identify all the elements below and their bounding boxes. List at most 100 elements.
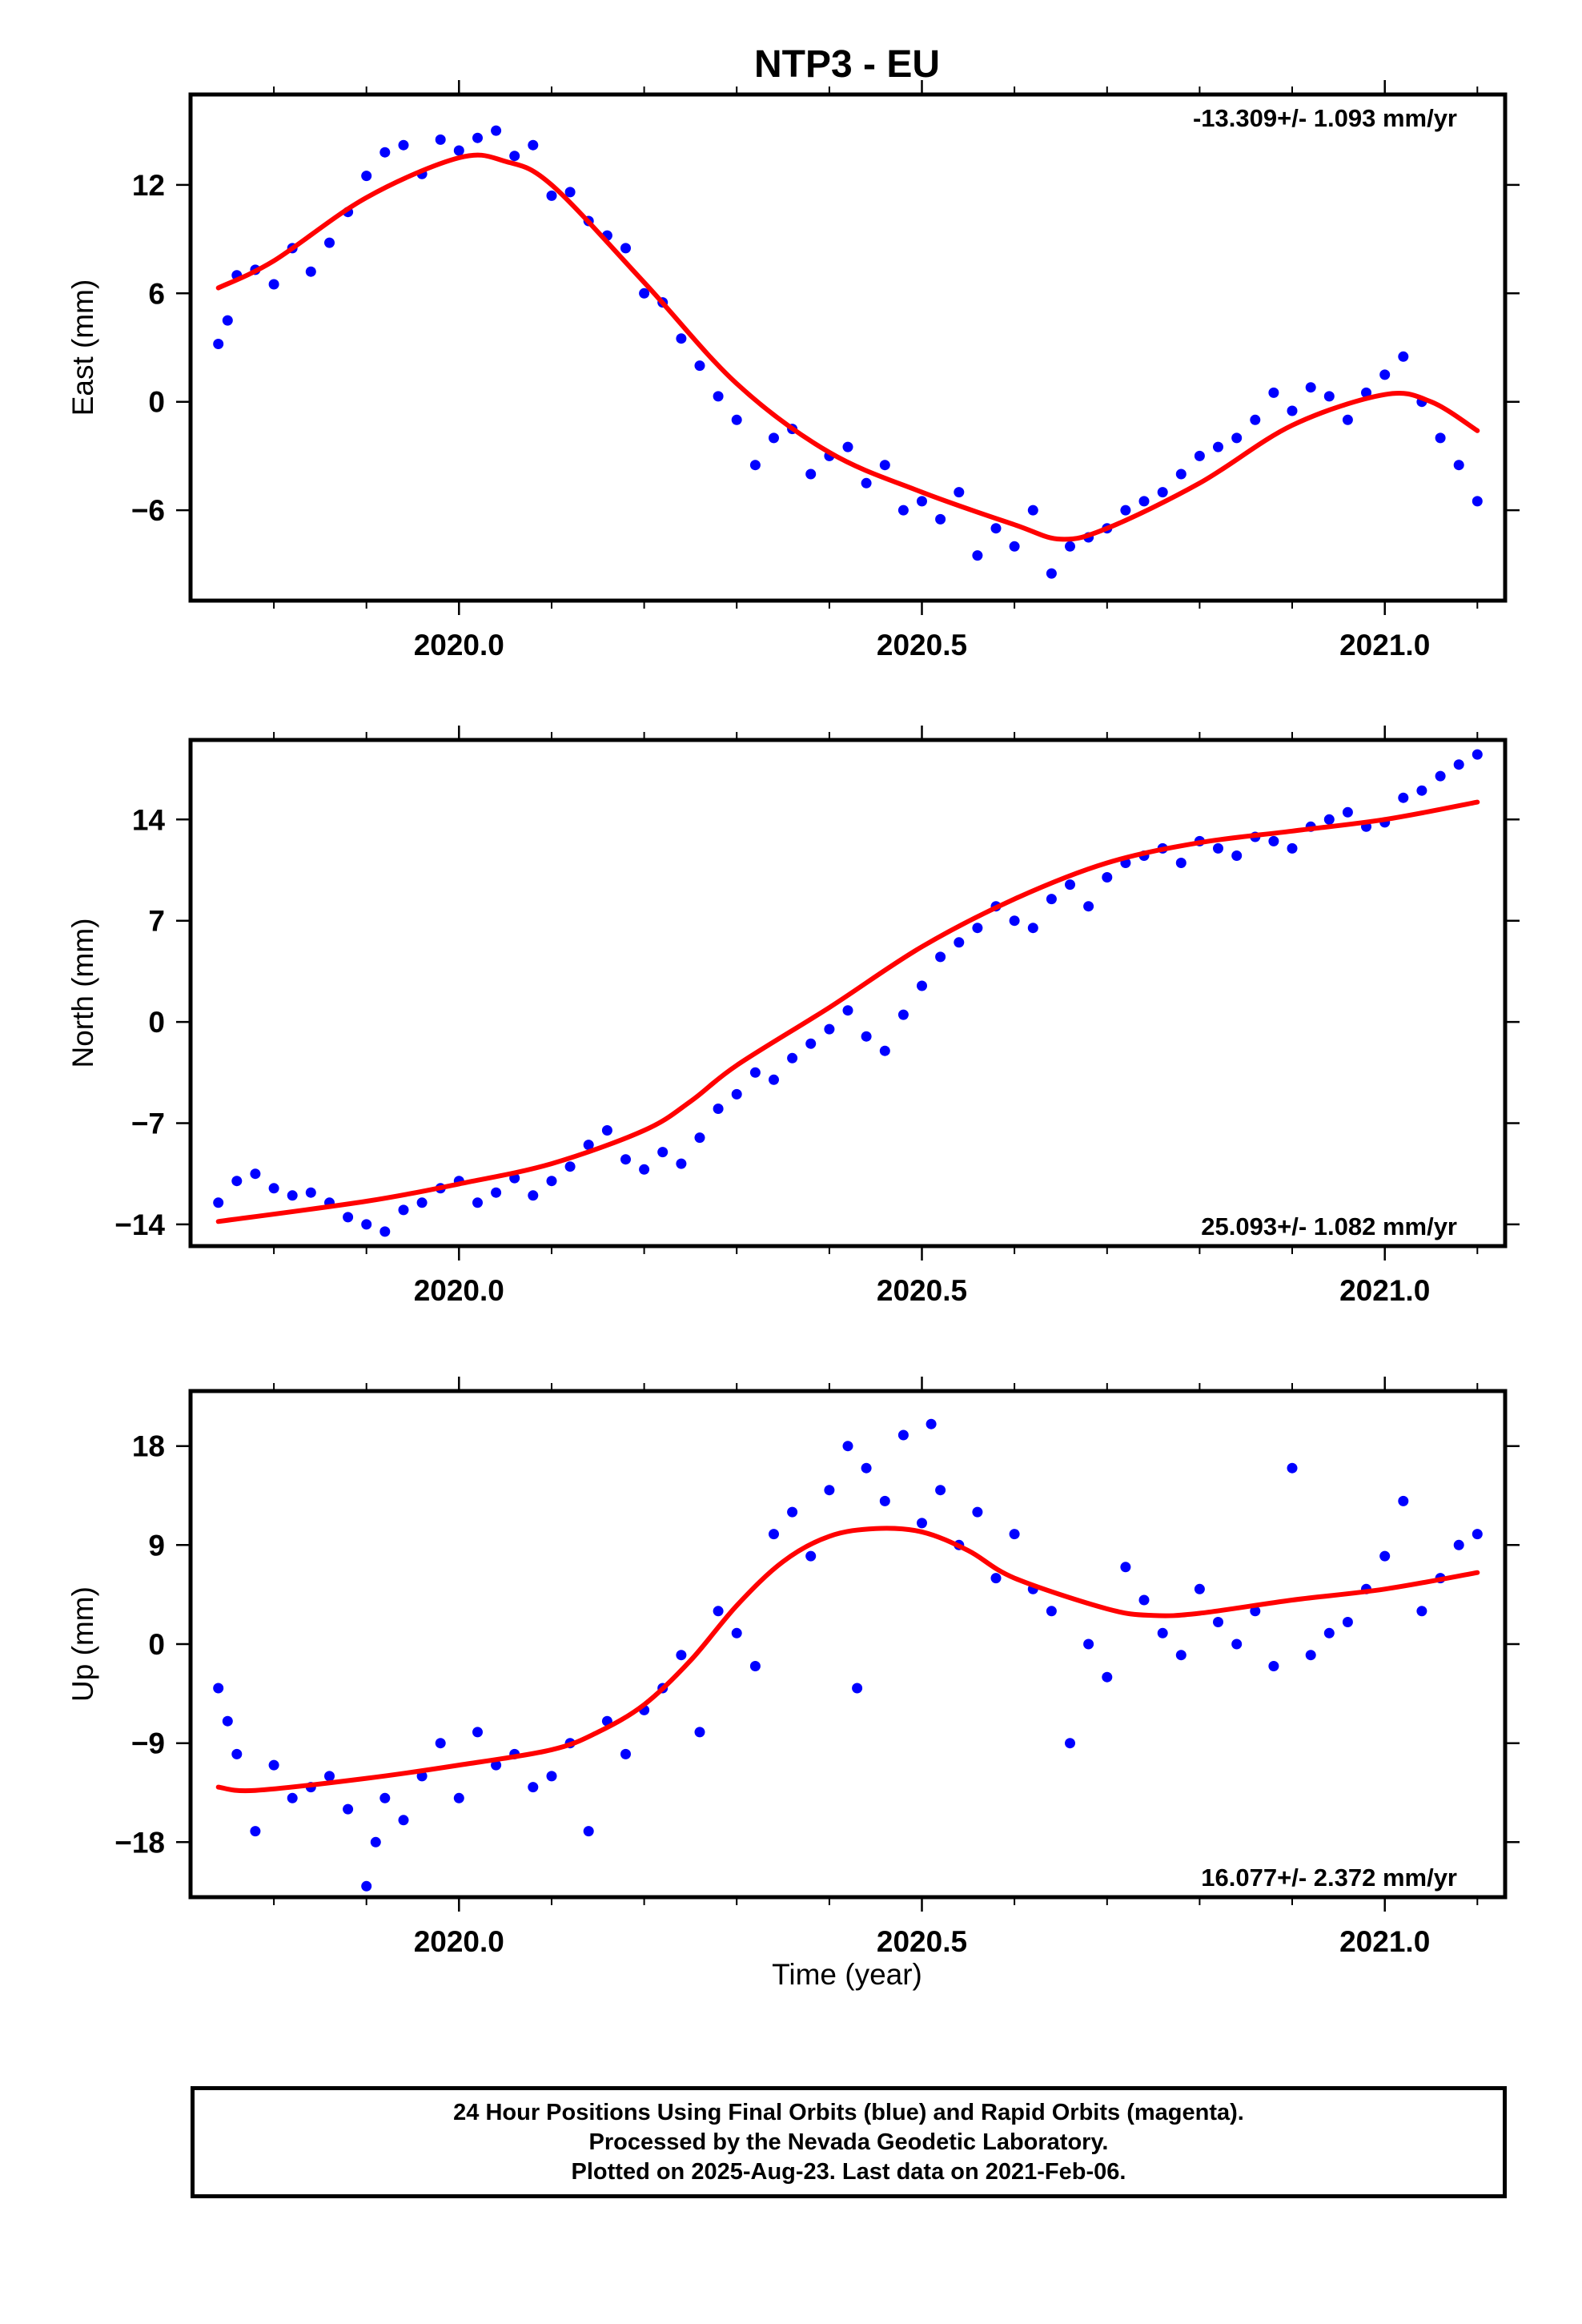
up-data-point — [972, 1506, 983, 1518]
north-ytick-label: −7 — [131, 1108, 165, 1140]
east-data-point — [990, 523, 1002, 534]
up-data-point — [1250, 1606, 1261, 1617]
east-ytick-label: 0 — [148, 386, 165, 419]
east-data-point — [842, 441, 853, 452]
north-data-point — [1213, 842, 1223, 854]
north-data-point — [1009, 915, 1020, 927]
east-data-point — [954, 487, 965, 498]
up-data-point — [1305, 1650, 1316, 1661]
up-data-point — [676, 1650, 687, 1661]
north-data-point — [305, 1187, 316, 1198]
up-data-point — [861, 1462, 872, 1474]
east-data-point — [305, 266, 316, 277]
up-data-point — [435, 1738, 446, 1749]
north-data-point — [879, 1045, 890, 1056]
footer-line-1: 24 Hour Positions Using Final Orbits (bl… — [453, 2099, 1244, 2125]
up-data-point — [694, 1727, 705, 1738]
east-data-point — [972, 550, 983, 561]
north-ytick-label: 0 — [148, 1006, 165, 1039]
up-ytick-label: 9 — [148, 1529, 165, 1562]
up-data-point — [528, 1782, 539, 1793]
up-data-point — [1398, 1495, 1409, 1506]
up-data-point — [935, 1485, 946, 1496]
east-xtick-label: 2021.0 — [1339, 629, 1430, 661]
north-data-point — [1398, 792, 1409, 803]
up-panel: 2020.0 2020.5 2021.0 18 9 0 −9 −18 Up (mm) 16.077… — [66, 1377, 1520, 1958]
up-xtick-label: 2020.5 — [877, 1925, 967, 1958]
panels: 2020.0 2020.5 2021.0 12 6 0 −6 East (mm) -13.309… — [66, 80, 1520, 1958]
north-ytick-label: 7 — [148, 905, 165, 938]
east-ytick-label: 6 — [148, 277, 165, 310]
east-data-point — [1268, 387, 1279, 398]
east-data-point — [639, 287, 650, 299]
north-ytick-label: −14 — [114, 1208, 165, 1241]
east-ytick-label: 12 — [132, 169, 165, 202]
up-data-point — [250, 1826, 261, 1837]
east-data-point — [1009, 541, 1020, 552]
up-xtick-label: 2021.0 — [1339, 1925, 1430, 1958]
up-data-point — [1065, 1738, 1075, 1749]
north-data-point — [639, 1164, 650, 1175]
east-data-point — [935, 513, 946, 525]
up-data-point — [583, 1826, 594, 1837]
north-data-point — [657, 1147, 669, 1158]
north-data-point — [1323, 814, 1335, 825]
up-xtick-label: 2020.0 — [414, 1925, 504, 1958]
north-data-point — [1268, 835, 1279, 846]
up-data-point — [713, 1606, 724, 1617]
up-data-point — [749, 1661, 761, 1671]
up-data-point — [1287, 1462, 1298, 1474]
up-fit-line — [215, 1526, 1480, 1794]
east-data-point — [1472, 496, 1483, 507]
east-data-point — [213, 339, 224, 349]
up-data-point — [1157, 1627, 1168, 1638]
north-plot-frame — [188, 738, 1508, 1248]
east-data-point — [620, 243, 631, 254]
up-ytick-label: 18 — [132, 1430, 165, 1463]
up-data-point — [879, 1495, 890, 1506]
up-data-point — [231, 1748, 243, 1759]
up-data-point — [824, 1485, 835, 1496]
north-data-point — [1102, 872, 1113, 883]
up-data-point — [926, 1418, 937, 1429]
north-data-point — [546, 1176, 557, 1187]
east-xtick-label: 2020.0 — [414, 629, 504, 661]
up-data-point — [1120, 1562, 1131, 1573]
north-data-point — [769, 1074, 779, 1085]
north-points — [213, 749, 1483, 1237]
north-data-point — [1416, 785, 1427, 796]
north-data-point — [213, 1197, 224, 1208]
up-data-point — [324, 1771, 335, 1782]
north-data-point — [972, 923, 983, 934]
east-data-point — [1120, 505, 1131, 516]
east-data-point — [472, 132, 483, 143]
north-data-point — [935, 951, 946, 963]
up-rate-label: 16.077+/- 2.372 mm/yr — [1201, 1864, 1457, 1892]
east-data-point — [453, 145, 464, 156]
up-data-point — [1379, 1550, 1391, 1562]
east-data-point — [1250, 414, 1261, 425]
north-data-point — [1287, 842, 1298, 854]
up-data-point — [787, 1506, 798, 1518]
footer-line-3: Plotted on 2025-Aug-23. Last data on 202… — [571, 2158, 1126, 2185]
east-points — [213, 125, 1483, 579]
up-data-point — [1175, 1650, 1186, 1661]
east-data-point — [435, 134, 446, 145]
east-data-point — [731, 414, 742, 425]
up-data-point — [343, 1803, 354, 1815]
east-panel: 2020.0 2020.5 2021.0 12 6 0 −6 East (mm) -13.309… — [66, 80, 1520, 661]
north-data-point — [361, 1219, 372, 1230]
east-data-point — [879, 460, 890, 471]
north-data-point — [805, 1038, 817, 1049]
east-data-point — [1027, 505, 1038, 516]
north-fit-line — [215, 799, 1480, 1224]
north-data-point — [287, 1190, 298, 1201]
east-data-point — [398, 139, 409, 151]
east-data-point — [917, 496, 927, 507]
north-data-point — [1046, 894, 1057, 905]
north-xtick-label: 2021.0 — [1339, 1274, 1430, 1307]
north-y-axis-label: North (mm) — [66, 918, 99, 1068]
up-data-point — [620, 1748, 631, 1759]
up-data-point — [1213, 1617, 1223, 1627]
north-data-point — [583, 1140, 594, 1151]
